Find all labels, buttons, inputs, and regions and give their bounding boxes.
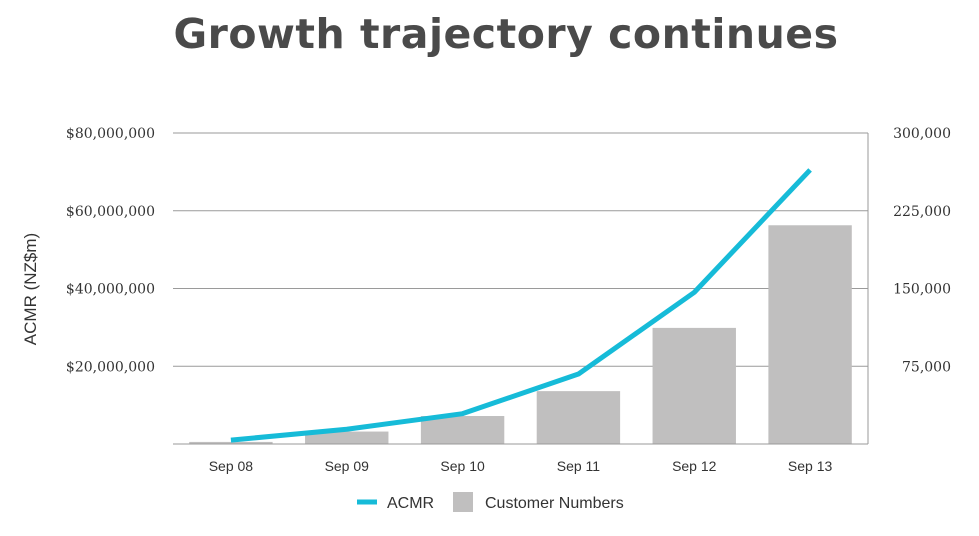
acmr-line [230, 168, 812, 443]
x-tick-label: Sep 11 [557, 458, 601, 474]
left-tick-label: $20,000,000 [66, 359, 155, 375]
x-tick-label: Sep 09 [325, 458, 370, 474]
tick-labels: $20,000,000 $40,000,000 $60,000,000 $80,000… [66, 126, 951, 474]
right-tick-label: 225,000 [893, 204, 951, 220]
x-tick-label: Sep 12 [672, 458, 717, 474]
bar-series [189, 225, 852, 444]
legend-swatch-customers [453, 492, 473, 512]
bar [189, 441, 273, 444]
right-tick-label: 150,000 [893, 282, 951, 298]
legend-label-customers: Customer Numbers [485, 495, 624, 512]
line-series [230, 168, 812, 443]
x-tick-label: Sep 10 [440, 458, 485, 474]
bar [305, 431, 389, 444]
bar [768, 225, 852, 444]
y-axis-label: ACMR (NZ$m) [21, 233, 40, 345]
gridlines [173, 132, 868, 367]
bar [536, 391, 621, 444]
right-tick-label: 300,000 [893, 126, 951, 142]
left-tick-label: $80,000,000 [66, 126, 155, 142]
right-tick-label: 75,000 [902, 359, 951, 375]
left-tick-label: $40,000,000 [66, 282, 155, 298]
x-tick-label: Sep 08 [209, 458, 254, 474]
chart-title: Growth trajectory continues [173, 10, 839, 58]
axes [173, 133, 869, 445]
x-tick-label: Sep 13 [788, 458, 833, 474]
legend-label-acmr: ACMR [387, 495, 434, 512]
left-tick-label: $60,000,000 [66, 204, 155, 220]
bar [420, 416, 505, 444]
legend: ACMR Customer Numbers [357, 492, 624, 512]
bar [652, 327, 736, 444]
